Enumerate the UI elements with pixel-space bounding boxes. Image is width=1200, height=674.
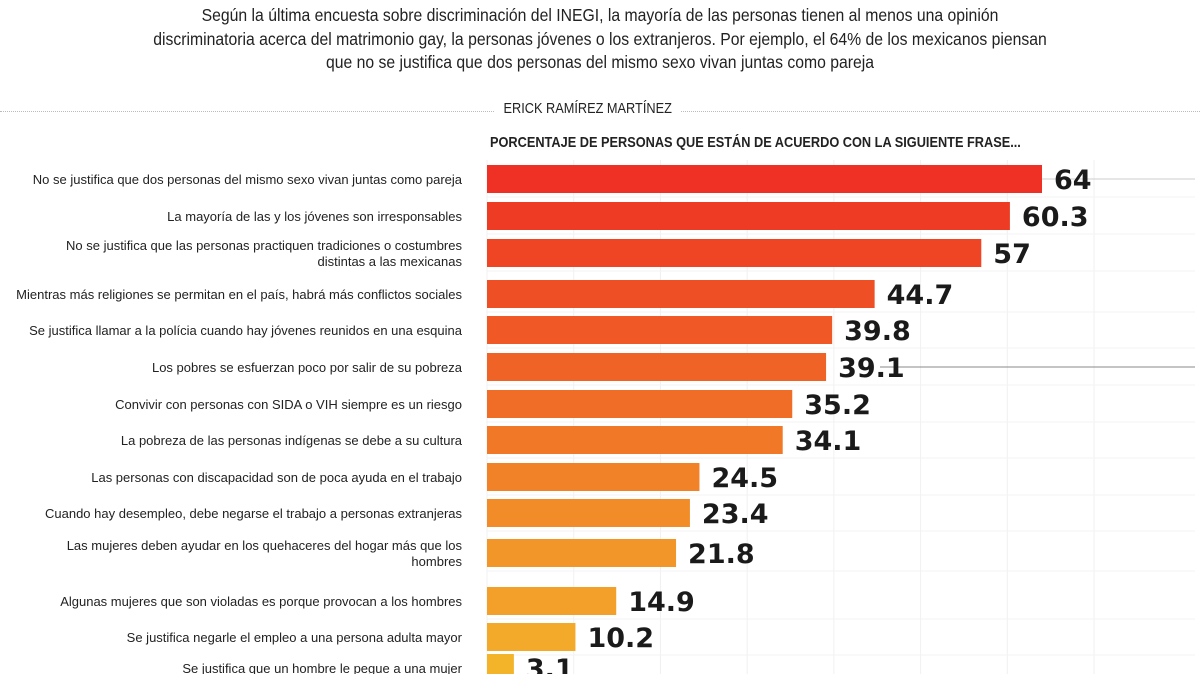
- value-label: 14.9: [628, 587, 695, 618]
- category-label: Las mujeres deben ayudar en los quehacer…: [67, 538, 463, 553]
- bar: [487, 587, 617, 615]
- value-label: 34.1: [795, 426, 862, 457]
- value-label: 35.2: [804, 390, 871, 421]
- bar: [487, 390, 793, 418]
- bar: [487, 353, 827, 381]
- value-label: 24.5: [711, 463, 778, 494]
- category-label: Las personas con discapacidad son de poc…: [91, 470, 462, 485]
- category-label: La pobreza de las personas indígenas se …: [121, 433, 463, 448]
- category-label: Algunas mujeres que son violadas es porq…: [60, 594, 462, 609]
- category-label: distintas a las mexicanas: [317, 254, 462, 269]
- bar: [487, 539, 677, 567]
- category-label: Mientras más religiones se permitan en e…: [16, 287, 462, 302]
- category-label: No se justifica que dos personas del mis…: [33, 172, 463, 187]
- bar: [487, 499, 690, 527]
- category-label: hombres: [411, 554, 462, 569]
- category-label: No se justifica que las personas practiq…: [66, 238, 462, 253]
- bar: [487, 239, 982, 267]
- intro-text: Según la última encuesta sobre discrimin…: [153, 5, 1047, 72]
- bar: [487, 623, 576, 651]
- category-label: Cuando hay desempleo, debe negarse el tr…: [45, 506, 462, 521]
- bar: [487, 280, 875, 308]
- bar: [487, 316, 833, 344]
- value-label: 39.8: [844, 316, 911, 347]
- category-label: Convivir con personas con SIDA o VIH sie…: [115, 397, 462, 412]
- category-label: Los pobres se esfuerzan poco por salir d…: [152, 360, 463, 375]
- value-label: 39.1: [838, 353, 905, 384]
- bar: [487, 654, 514, 674]
- chart-title: PORCENTAJE DE PERSONAS QUE ESTÁN DE ACUE…: [490, 134, 1021, 151]
- value-label: 10.2: [587, 623, 654, 654]
- category-label: Se justifica llamar a la polícia cuando …: [29, 323, 463, 338]
- bar: [487, 202, 1010, 230]
- value-label: 60.3: [1022, 202, 1089, 233]
- value-label: 3.1: [526, 654, 574, 674]
- category-label: La mayoría de las y los jóvenes son irre…: [167, 209, 462, 224]
- value-label: 44.7: [887, 280, 954, 311]
- value-label: 64: [1054, 165, 1092, 196]
- bar: [487, 463, 700, 491]
- category-label: Se justifica negarle el empleo a una per…: [127, 630, 463, 645]
- bar: [487, 426, 783, 454]
- bar: [487, 165, 1042, 193]
- value-label: 23.4: [702, 499, 769, 530]
- value-label: 21.8: [688, 539, 755, 570]
- author: ERICK RAMÍREZ MARTÍNEZ: [495, 100, 681, 117]
- category-label: Se justifica que un hombre le pegue a un…: [182, 661, 462, 674]
- value-label: 57: [993, 239, 1031, 270]
